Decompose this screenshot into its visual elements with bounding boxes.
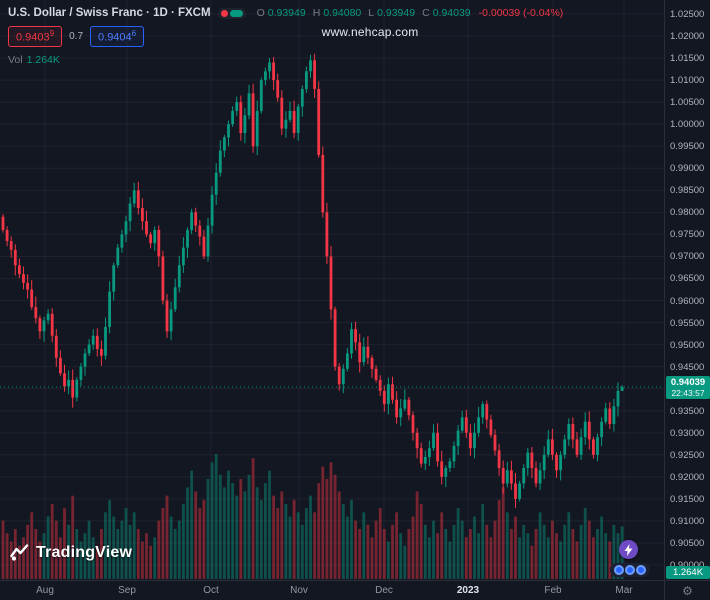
low-value: 0.93949 [377,7,416,19]
candlestick-chart[interactable] [0,0,664,580]
close-value: 0.94039 [432,7,471,19]
coin-icon [625,565,635,575]
ohlc-values: O 0.93949 H 0.94080 L 0.93949 C 0.94039 -0.0… [253,7,564,19]
price-axis-label: 0.98500 [670,185,705,197]
lightning-button[interactable] [619,540,638,559]
time-axis-year-label: 2023 [456,585,480,596]
price-axis-label: 0.95500 [670,317,705,329]
high-value: 0.94080 [323,7,362,19]
sell-button[interactable]: 0.94039 [8,26,63,47]
symbol-title[interactable]: U.S. Dollar / Swiss Franc · 1D · FXCM [8,7,211,19]
close-label: C [422,7,430,19]
price-axis-label: 1.00000 [670,119,705,131]
price-axis-label: 0.96500 [670,273,705,285]
price-axis-label: 0.91500 [670,493,705,505]
sentiment-toggle[interactable] [217,7,246,19]
price-axis-label: 1.01500 [670,53,705,65]
price-axis-label: 0.97000 [670,251,705,263]
tradingview-logo[interactable]: TradingView [10,543,132,562]
time-axis-month-label: Nov [290,585,308,596]
chart-pane[interactable]: www.nehcap.com U.S. Dollar / Swiss Franc… [0,0,664,580]
bar-countdown: 22:43:57 [671,387,705,398]
tradingview-logo-text: TradingView [36,543,133,561]
volume-layer [1,454,624,579]
open-value: 0.93949 [267,7,306,19]
price-axis-label: 0.97500 [670,229,705,241]
coins-button[interactable] [610,563,650,577]
price-axis-label: 0.98000 [670,207,705,219]
bid-price-fraction: 9 [49,29,55,38]
low-label: L [368,7,375,19]
open-label: O [256,7,265,19]
price-axis-label: 0.91000 [670,515,705,527]
volume-legend[interactable]: Vol 1.264K [8,54,563,66]
price-axis-label: 0.96000 [670,295,705,307]
price-axis-label: 0.99000 [670,163,705,175]
price-axis-label: 1.02500 [670,9,705,20]
lightning-icon [624,543,633,556]
price-axis-label: 0.94500 [670,361,705,373]
volume-value: 1.264K [26,53,60,66]
buy-sentiment-icon [229,9,243,17]
candles-layer [1,53,624,508]
settings-gear-icon[interactable]: ⚙ [682,583,693,598]
price-axis-label: 0.90500 [670,537,705,549]
price-axis-label: 1.02000 [670,31,705,43]
coin-icon [636,565,646,575]
time-axis-month-label: Oct [203,585,219,596]
current-price-value: 0.94039 [670,376,706,388]
current-price-badge: 0.94039 22:43:57 [666,375,710,399]
time-axis-month-label: Mar [615,585,633,596]
volume-label: Vol [8,53,23,66]
price-axis-label: 0.99500 [670,141,705,153]
time-axis-month-label: Aug [36,585,54,596]
axis-corner: ⚙ [664,580,710,600]
time-axis[interactable]: Aug Sep Oct Nov Dec 2023 Feb Mar [0,580,664,600]
price-axis-label: 0.93500 [670,405,705,417]
price-axis-label: 1.00500 [670,97,705,109]
change-value: -0.00039 (-0.04%) [478,7,564,19]
time-axis-month-label: Sep [118,585,136,596]
price-axis-label: 0.92000 [670,471,705,483]
bid-price: 0.9403 [16,31,50,44]
ask-price: 0.9404 [98,31,132,44]
ask-price-fraction: 6 [131,29,137,38]
tradingview-logo-icon [10,544,29,561]
floating-buttons [610,540,650,577]
buy-button[interactable]: 0.94046 [90,26,145,47]
coin-icon [614,565,624,575]
spread-value: 0.7 [69,30,84,42]
price-axis-label: 1.01000 [670,75,705,87]
price-axis-label: 0.92500 [670,449,705,461]
watermark-text: www.nehcap.com [321,25,419,39]
sell-sentiment-icon [220,9,228,17]
time-axis-month-label: Dec [375,585,393,596]
time-axis-month-label: Feb [544,585,562,596]
price-axis[interactable]: 0.94039 22:43:57 1.264K 1.02500 1.02000 1.… [664,0,710,580]
price-axis-label: 0.95000 [670,339,705,351]
price-axis-label: 0.93000 [670,427,705,439]
high-label: H [312,7,321,19]
volume-axis-badge: 1.264K [666,566,710,579]
